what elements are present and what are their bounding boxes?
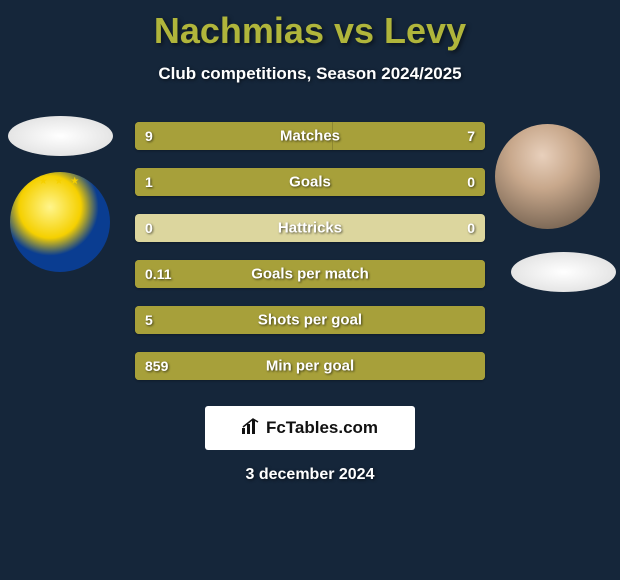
stat-value-left: 1 xyxy=(145,174,153,190)
stat-value-left: 0.11 xyxy=(145,266,171,282)
branding[interactable]: FcTables.com xyxy=(205,406,415,450)
title-right: Levy xyxy=(384,10,466,51)
stat-value-left: 5 xyxy=(145,312,153,328)
page-title: Nachmias vs Levy xyxy=(0,10,620,52)
stat-row: Goals per match 0.11 xyxy=(135,260,485,288)
player-left-photo xyxy=(10,172,110,272)
branding-chart-icon xyxy=(242,418,260,439)
subtitle: Club competitions, Season 2024/2025 xyxy=(0,64,620,84)
stat-value-left: 9 xyxy=(145,128,153,144)
stat-row: Hattricks 0 0 xyxy=(135,214,485,242)
player-right-photo xyxy=(495,124,600,229)
stat-value-right: 7 xyxy=(467,128,475,144)
player-right-club-badge xyxy=(511,252,616,292)
stat-value-left: 859 xyxy=(145,358,168,374)
stat-label: Matches xyxy=(280,128,340,145)
stat-label: Shots per goal xyxy=(258,312,362,329)
stat-value-right: 0 xyxy=(467,220,475,236)
stat-value-right: 0 xyxy=(467,174,475,190)
stat-value-left: 0 xyxy=(145,220,153,236)
title-left: Nachmias xyxy=(154,10,324,51)
player-left-club-badge xyxy=(8,116,113,156)
stat-row: Shots per goal 5 xyxy=(135,306,485,334)
comparison-bars: Matches 9 7 Goals 1 0 Hattricks 0 0 Goals per mat… xyxy=(135,122,485,380)
branding-text: FcTables.com xyxy=(266,418,378,438)
stat-row: Matches 9 7 xyxy=(135,122,485,150)
stat-row: Goals 1 0 xyxy=(135,168,485,196)
stat-label: Goals per match xyxy=(251,266,369,283)
title-vs: vs xyxy=(334,10,374,51)
stat-label: Hattricks xyxy=(278,220,342,237)
stat-label: Min per goal xyxy=(266,358,354,375)
stat-row: Min per goal 859 xyxy=(135,352,485,380)
date-text: 3 december 2024 xyxy=(0,466,620,484)
stat-label: Goals xyxy=(289,174,331,191)
